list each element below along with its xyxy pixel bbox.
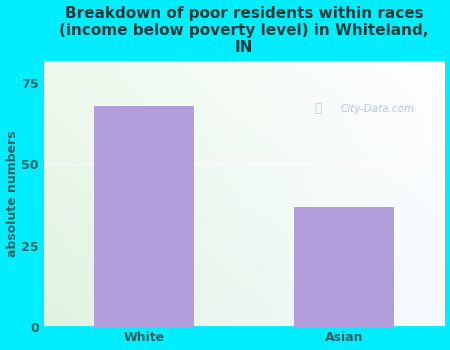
Text: ⓘ: ⓘ	[315, 102, 322, 115]
Y-axis label: absolute numbers: absolute numbers	[5, 130, 18, 257]
Title: Breakdown of poor residents within races
(income below poverty level) in Whitela: Breakdown of poor residents within races…	[59, 6, 429, 55]
Text: City-Data.com: City-Data.com	[340, 104, 414, 113]
Bar	[94, 106, 194, 327]
Bar	[294, 206, 394, 327]
